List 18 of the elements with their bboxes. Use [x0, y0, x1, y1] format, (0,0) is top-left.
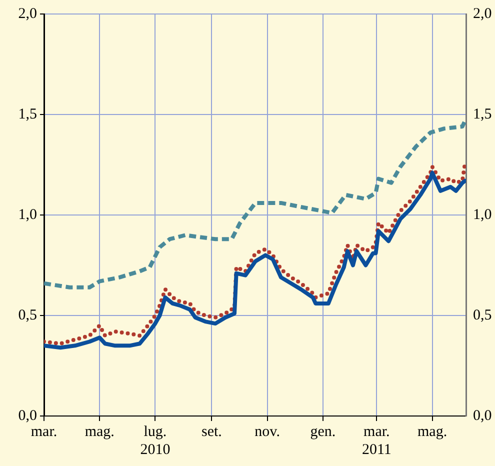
y2-tick-label: 0,0: [473, 408, 492, 424]
x-tick-label: mag.: [84, 424, 114, 440]
x-tick-label: mar. 2011: [362, 424, 392, 458]
x-tick-label: mag.: [417, 424, 448, 440]
y2-tick-label: 0,5: [473, 307, 492, 324]
y-tick-label: 1,5: [18, 106, 37, 122]
x-tick-label: nov.: [254, 424, 280, 440]
y-tick-label: 0,0: [18, 408, 37, 424]
x-tick-label: set.: [201, 424, 222, 440]
x-tick-label: gen.: [310, 424, 336, 440]
y2-tick-label: 2,0: [473, 6, 492, 22]
y-tick-label: 2,0: [18, 6, 37, 22]
x-tick-label: lug. 2010: [140, 424, 170, 458]
y2-tick-label: 1,5: [473, 106, 492, 122]
y-tick-label: 1,0: [18, 206, 37, 223]
y-tick-label: 0,5: [18, 307, 37, 324]
x-tick-label: mar.: [30, 424, 58, 440]
y2-tick-label: 1,0: [473, 206, 492, 223]
